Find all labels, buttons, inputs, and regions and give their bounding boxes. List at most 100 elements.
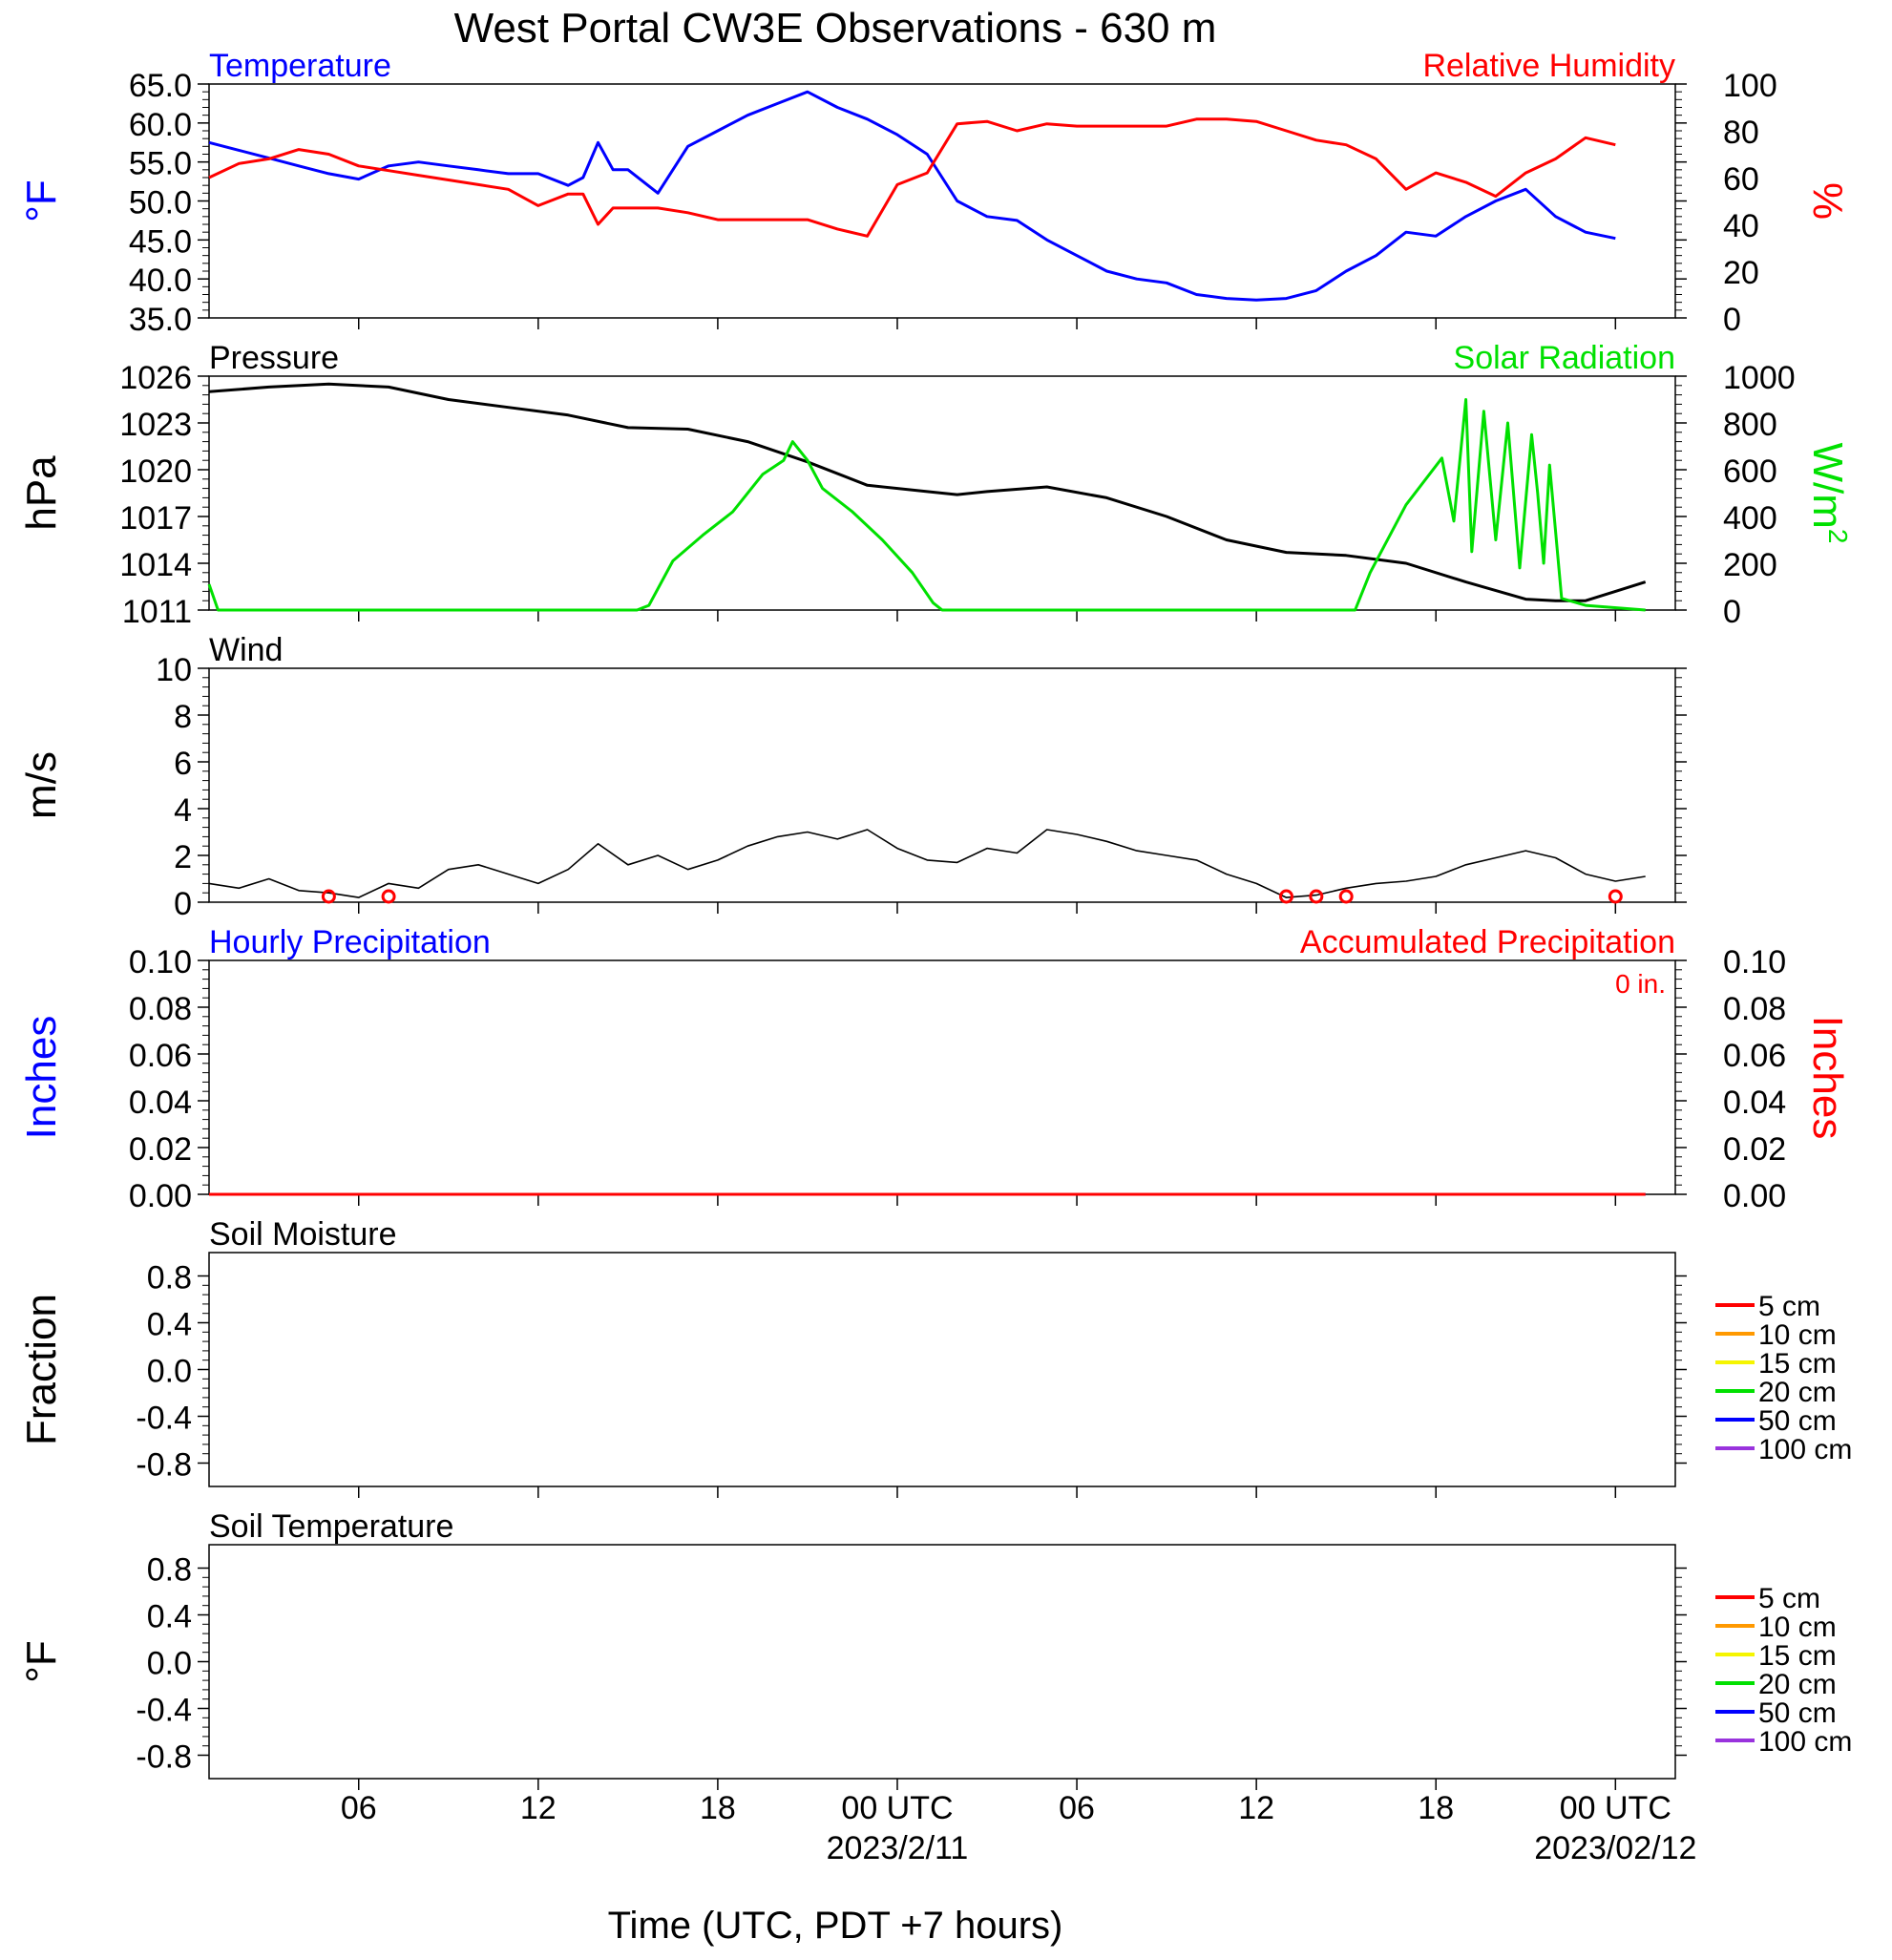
series-line-solar-radiation xyxy=(207,398,1646,612)
x-axis-label: Time (UTC, PDT +7 hours) xyxy=(608,1905,1063,1947)
y-tick-label-left: 1020 xyxy=(119,453,192,490)
panel-title-right: Solar Radiation xyxy=(1454,340,1675,376)
legend-label: 15 cm xyxy=(1758,1348,1837,1380)
y-tick-label-left: -0.4 xyxy=(136,1693,192,1729)
y-tick-label-left: 0.8 xyxy=(147,1260,192,1296)
legend-label: 5 cm xyxy=(1758,1583,1820,1614)
panel-title-left: Soil Temperature xyxy=(209,1508,453,1545)
y-tick-label-right: 20 xyxy=(1723,255,1759,291)
x-tick-label: 06 xyxy=(341,1790,377,1826)
y-tick-label-left: 8 xyxy=(174,699,192,735)
y-tick-label-left: 0.08 xyxy=(129,991,192,1027)
panel-pressure-solar: 1011 1014 1017 1020 1023 1026 0 200 400 600 800 100… xyxy=(18,340,1853,630)
panel-title-right: Accumulated Precipitation xyxy=(1300,924,1675,960)
y-tick-label-right: 0.02 xyxy=(1723,1131,1786,1168)
y-tick-label-left: 35.0 xyxy=(129,302,192,338)
legend-label: 20 cm xyxy=(1758,1377,1837,1408)
y-tick-label-right: 0.04 xyxy=(1723,1085,1786,1121)
calm-wind-marker xyxy=(381,889,396,904)
plot-frame xyxy=(208,667,1676,903)
y-tick-label-right: 0.06 xyxy=(1723,1038,1786,1074)
legend-label: 20 cm xyxy=(1758,1669,1837,1700)
x-tick-label: 12 xyxy=(520,1790,557,1826)
panel-title-left: Pressure xyxy=(209,340,339,376)
y-tick-label-right: 0 xyxy=(1723,302,1741,338)
calm-wind-marker xyxy=(321,889,336,904)
panel-title-right: Relative Humidity xyxy=(1422,48,1675,84)
y-tick-label-left: 10 xyxy=(156,652,192,688)
y-tick-label-left: 0.00 xyxy=(129,1178,192,1214)
y-axis-label-right: % xyxy=(1804,182,1851,220)
panel-temperature-rh: 35.040.045.050.055.060.065.0 0 20 40 60 80 100… xyxy=(18,48,1851,338)
x-tick-label: 12 xyxy=(1238,1790,1274,1826)
plot-frame xyxy=(208,959,1676,1195)
panel-wind: 0 2 4 6 8 10 Wind m/s xyxy=(18,632,1687,922)
y-tick-label-left: 0.0 xyxy=(147,1354,192,1390)
series-line-relative-humidity xyxy=(208,117,1616,238)
y-tick-label-left: 4 xyxy=(174,792,192,829)
series-line-temperature xyxy=(208,90,1616,302)
series-line-pressure xyxy=(208,382,1647,602)
y-tick-label-right: 0.00 xyxy=(1723,1178,1786,1214)
plot-frame xyxy=(208,1544,1676,1780)
y-tick-label-right: 0.10 xyxy=(1723,944,1786,980)
y-axis-label-left: m/s xyxy=(18,751,65,819)
calm-wind-marker xyxy=(1278,889,1293,904)
x-tick-label: 00 UTC xyxy=(841,1790,953,1826)
y-tick-label-left: 50.0 xyxy=(129,185,192,221)
y-tick-label-right: 1000 xyxy=(1723,360,1796,396)
panel-title-left: Temperature xyxy=(209,48,391,84)
panel-title-left: Hourly Precipitation xyxy=(209,924,491,960)
y-tick-label-left: -0.8 xyxy=(136,1739,192,1776)
y-tick-label-right: 0.08 xyxy=(1723,991,1786,1027)
series-line-wind xyxy=(208,829,1646,898)
chart-title: West Portal CW3E Observations - 630 m xyxy=(454,5,1217,52)
panel-soil-moisture: -0.8 -0.4 0.0 0.4 0.8 Soil Moisture Fraction 5 … xyxy=(18,1216,1852,1498)
unit-superscript: 2 xyxy=(1823,529,1853,544)
y-axis-label-left: °F xyxy=(18,1640,65,1682)
plot-frame xyxy=(208,1252,1676,1487)
legend-label: 100 cm xyxy=(1758,1726,1852,1758)
y-tick-label-left: 0.4 xyxy=(147,1307,192,1343)
x-tick-label: 18 xyxy=(1418,1790,1454,1826)
legend-label: 15 cm xyxy=(1758,1640,1837,1672)
y-tick-label-right: 400 xyxy=(1723,500,1777,537)
calm-wind-marker xyxy=(1608,889,1623,904)
panel-title-left: Wind xyxy=(209,632,283,668)
legend-label: 10 cm xyxy=(1758,1612,1837,1643)
calm-wind-marker xyxy=(1309,889,1324,904)
y-tick-label-left: 1023 xyxy=(119,407,192,443)
legend-label: 50 cm xyxy=(1758,1405,1837,1437)
y-tick-label-left: 65.0 xyxy=(129,68,192,104)
y-tick-label-right: 800 xyxy=(1723,407,1777,443)
x-tick-label: 00 UTC xyxy=(1560,1790,1671,1826)
accumulation-annotation: 0 in. xyxy=(1615,969,1666,999)
y-tick-label-left: 0.02 xyxy=(129,1131,192,1168)
y-tick-label-left: 6 xyxy=(174,746,192,782)
y-tick-label-left: 0 xyxy=(174,886,192,922)
x-tick-label: 06 xyxy=(1059,1790,1095,1826)
y-tick-label-right: 80 xyxy=(1723,115,1759,151)
y-tick-label-left: 0.4 xyxy=(147,1599,192,1635)
plot-frame xyxy=(208,83,1676,319)
y-tick-label-right: 600 xyxy=(1723,453,1777,490)
y-axis-label-left: hPa xyxy=(18,455,65,531)
y-tick-label-left: 0.06 xyxy=(129,1038,192,1074)
calm-wind-marker xyxy=(1338,889,1354,904)
y-tick-label-right: 0 xyxy=(1723,594,1741,630)
legend-label: 50 cm xyxy=(1758,1697,1837,1729)
y-tick-label-left: -0.4 xyxy=(136,1401,192,1437)
y-axis-label-right: Inches xyxy=(1804,1016,1851,1140)
legend-label: 100 cm xyxy=(1758,1434,1852,1465)
y-tick-label-left: 0.0 xyxy=(147,1646,192,1682)
y-tick-label-right: 100 xyxy=(1723,68,1777,104)
x-date-label: 2023/02/12 xyxy=(1534,1830,1696,1866)
y-tick-label-left: 60.0 xyxy=(129,107,192,143)
y-tick-label-left: 45.0 xyxy=(129,223,192,260)
y-tick-label-left: 1014 xyxy=(119,547,192,583)
y-tick-label-left: 0.04 xyxy=(129,1085,192,1121)
y-axis-label-left: Inches xyxy=(18,1016,65,1140)
y-tick-label-left: -0.8 xyxy=(136,1447,192,1484)
y-tick-label-left: 2 xyxy=(174,839,192,875)
